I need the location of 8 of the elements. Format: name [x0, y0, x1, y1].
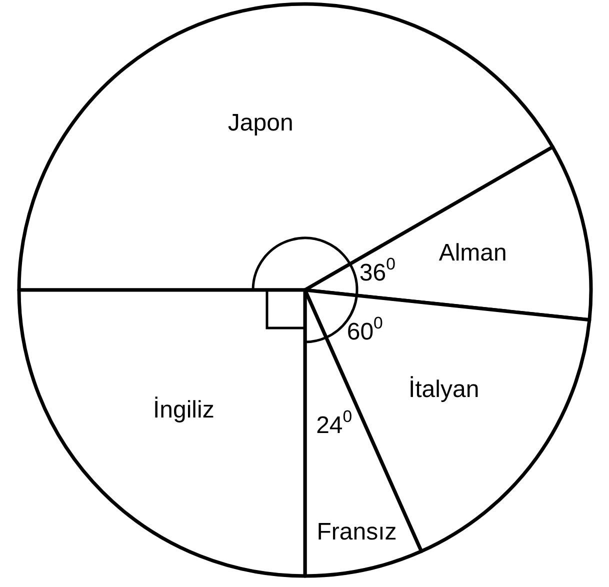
data-label: 24$^{0}$ [316, 406, 352, 440]
data-label: 60$^{0}$ [346, 313, 383, 346]
slice-label: İngiliz [152, 396, 214, 424]
slice-label: Japon [228, 110, 294, 137]
data-label: 36$^{0}$ [359, 254, 396, 287]
slice-label: Alman [438, 240, 507, 267]
slice-label: İtalyan [408, 376, 480, 404]
slice-label: Fransız [316, 518, 397, 546]
